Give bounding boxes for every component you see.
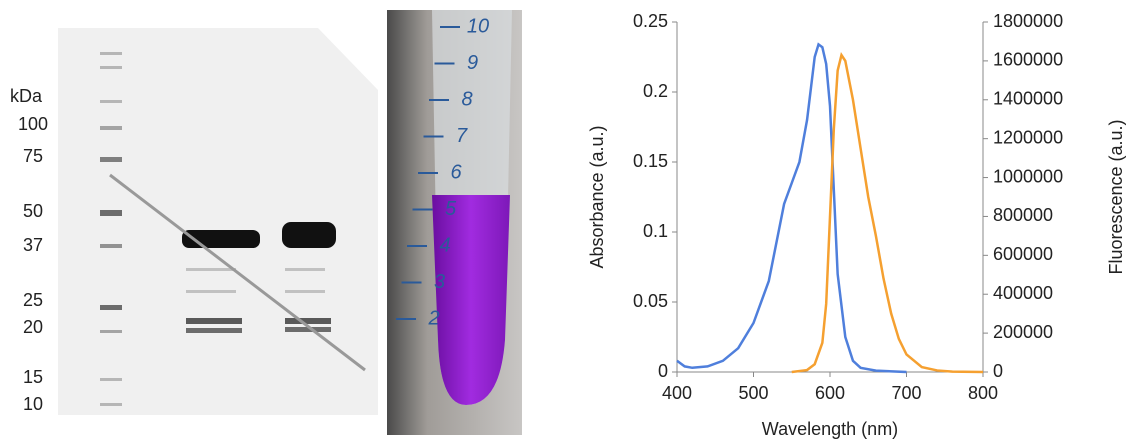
y2-axis-title: Fluorescence (a.u.): [1106, 119, 1126, 274]
y2-tick-label: 800000: [993, 205, 1053, 225]
graduation-label: 3: [434, 271, 445, 293]
tube-panel: 10 9 8 7 6 5 4 3 2: [387, 10, 522, 435]
marker-label: 15: [23, 367, 43, 387]
graduation-label: 7: [456, 125, 468, 147]
y-axis-title: Absorbance (a.u.): [587, 125, 607, 268]
y2-tick-label: 200000: [993, 322, 1053, 342]
y-tick-label: 0: [658, 361, 668, 381]
y-tick-label: 0.05: [633, 291, 668, 311]
graduation-label: 8: [461, 88, 472, 110]
y-tick-label: 0.2: [643, 81, 668, 101]
y2-tick-label: 1400000: [993, 89, 1063, 109]
y2-tick-label: 0: [993, 361, 1003, 381]
marker-label: 37: [23, 235, 43, 255]
x-axis-title: Wavelength (nm): [762, 419, 898, 439]
x-tick-label: 500: [738, 383, 768, 403]
y2-tick-label: 600000: [993, 244, 1053, 264]
marker-label: 75: [23, 146, 43, 166]
graduation-label: 10: [467, 15, 489, 37]
graduation-label: 2: [427, 307, 439, 329]
ladder: [100, 52, 122, 406]
y-tick-label: 0.15: [633, 151, 668, 171]
y2-tick-label: 1200000: [993, 127, 1063, 147]
gel-image: [58, 28, 378, 415]
y-tick-label: 0.25: [633, 11, 668, 31]
gel-panel: kDa 100 75 50 37 25 20 15 10: [10, 28, 378, 415]
y2-tick-label: 1800000: [993, 11, 1063, 31]
chart: Wavelength (nm) Absorbance (a.u.) Fluore…: [587, 11, 1126, 439]
marker-label: 10: [23, 394, 43, 414]
x-tick-label: 400: [662, 383, 692, 403]
marker-label: 25: [23, 290, 43, 310]
x-tick-label: 700: [891, 383, 921, 403]
graduation-label: 9: [467, 52, 478, 74]
series-line: [676, 42, 907, 374]
marker-label: 20: [23, 317, 43, 337]
y-tick-label: 0.1: [643, 221, 668, 241]
x-tick-label: 800: [968, 383, 998, 403]
graduation-label: 4: [439, 234, 450, 256]
gel-scratch: [109, 173, 366, 372]
tube-liquid: [432, 195, 510, 405]
x-tick-label: 600: [815, 383, 845, 403]
series-line: [791, 51, 984, 374]
y2-tick-label: 1000000: [993, 166, 1063, 186]
lane-3: [282, 222, 336, 332]
y2-tick-label: 400000: [993, 283, 1053, 303]
marker-label: 100: [18, 114, 48, 134]
graduation-label: 5: [445, 198, 457, 220]
graduation-label: 6: [450, 161, 462, 183]
gel-unit: kDa: [10, 86, 43, 106]
y2-tick-label: 1600000: [993, 50, 1063, 70]
marker-label: 50: [23, 201, 43, 221]
